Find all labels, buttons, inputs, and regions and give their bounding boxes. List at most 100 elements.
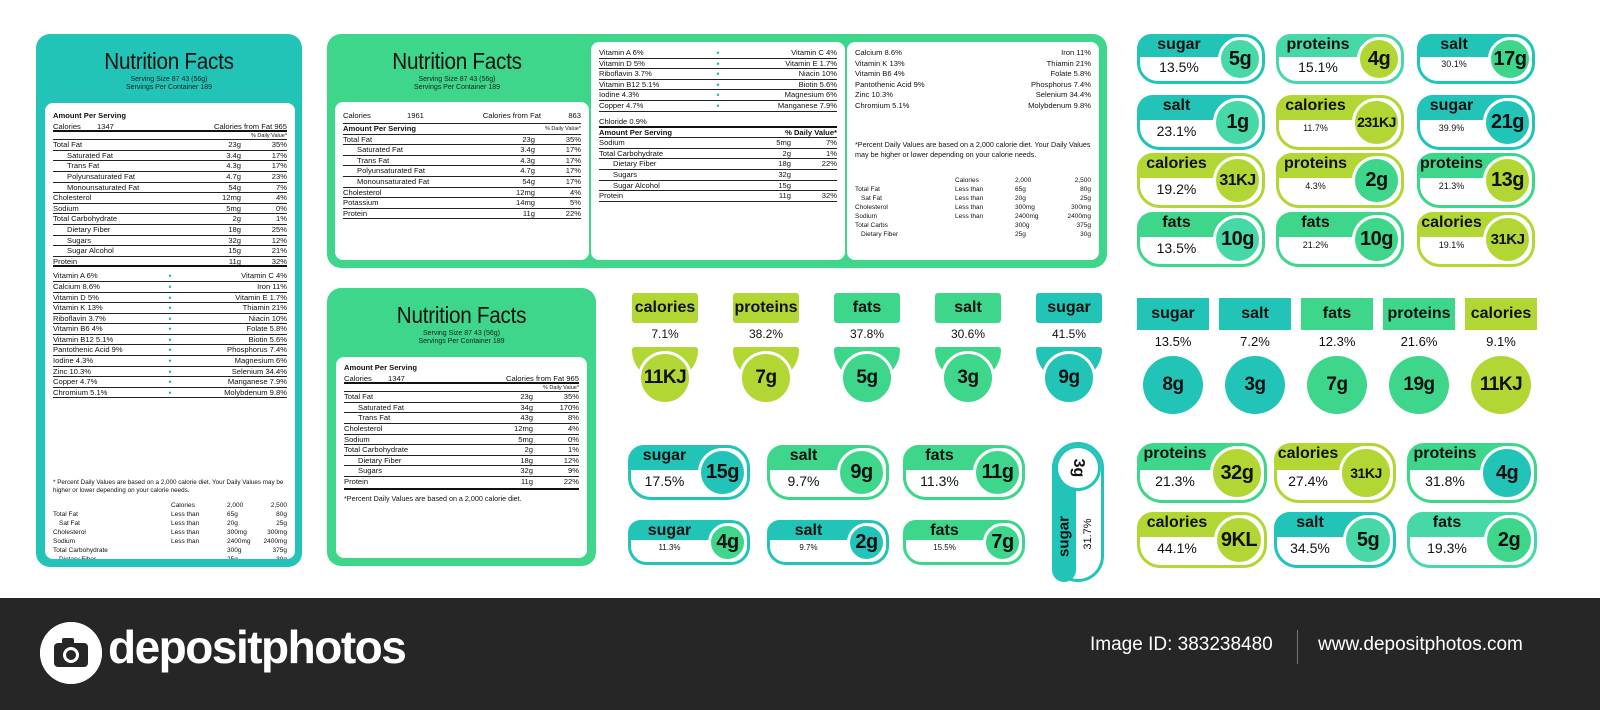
pill-label: proteins bbox=[1283, 155, 1348, 172]
req-col-2000: 2,000 bbox=[1015, 177, 1032, 184]
nutrient-amount: 12mg bbox=[514, 423, 533, 433]
requirements-row: Total Carbs 300g 375g bbox=[855, 221, 1091, 230]
pill-value-circle bbox=[973, 448, 1022, 497]
req-name: Sat Fat bbox=[59, 520, 80, 527]
pill-label: fats bbox=[1162, 214, 1191, 231]
nutrient-pill-badge: salt 9.7% 9g bbox=[767, 445, 889, 500]
nutrient-pill-badge: sugar 11.3% 4g bbox=[628, 520, 750, 565]
pill-value: 2g bbox=[1365, 169, 1388, 191]
nutrient-name: Potassium bbox=[343, 198, 379, 208]
vitamin-row: Vitamin D 5% • Vitamin E 1.7% bbox=[599, 59, 837, 70]
nutrient-daily-value: 8% bbox=[568, 413, 579, 423]
vpill-percent: 31.7% bbox=[1082, 518, 1094, 550]
pill-percent: 11.3% bbox=[658, 542, 681, 552]
nutrient-pill-badge: salt 23.1% 1g bbox=[1137, 95, 1265, 150]
req-2000: 20g bbox=[1015, 195, 1026, 202]
nutrient-name: Sugars bbox=[358, 466, 383, 476]
vitamin-row: Vitamin B6 4% Folate 5.8% bbox=[855, 69, 1091, 80]
nutrient-daily-value: 5% bbox=[570, 198, 581, 208]
shield-label: sugar bbox=[1047, 299, 1091, 316]
nutrient-daily-value: 17% bbox=[565, 145, 581, 155]
nutrient-row: Sodium 5mg 0% bbox=[53, 204, 287, 215]
tab-percent: 9.1% bbox=[1486, 334, 1516, 349]
nutrient-shield-badge: fats 37.8% 5g bbox=[830, 293, 904, 416]
calories-row: Calories 1347 Calories from Fat 965 bbox=[53, 122, 287, 133]
nutrient-daily-value: 1% bbox=[568, 445, 579, 455]
pill-percent: 21.2% bbox=[1302, 239, 1329, 250]
nutrient-name: Monounsaturated Fat bbox=[67, 182, 140, 192]
pill-value: 13g bbox=[1491, 169, 1524, 191]
nutrient-amount: 23g bbox=[522, 134, 535, 144]
vitamin-row: Calcium 8.6% • Iron 11% bbox=[53, 282, 287, 293]
footnote: *Percent Daily Values are based on a 2,0… bbox=[344, 493, 522, 503]
nutrient-row: Total Carbohydrate 2g 1% bbox=[599, 149, 837, 160]
nutrient-name: Total Fat bbox=[343, 134, 373, 144]
label-card-left: Calories 1961 Calories from Fat 863 Amount P… bbox=[335, 102, 589, 260]
nutrient-amount: 23g bbox=[520, 392, 533, 402]
nutrient-name: Dietary Fiber bbox=[613, 159, 657, 169]
requirements-row: Sat Fat Less than 20g 25g bbox=[53, 519, 287, 528]
pill-value: 7g bbox=[991, 531, 1014, 553]
pill-label: proteins bbox=[1413, 445, 1477, 462]
pill-value: 5g bbox=[1228, 48, 1252, 70]
shield-label-tab bbox=[834, 293, 900, 323]
nutrient-daily-value: 25% bbox=[271, 224, 287, 234]
nutrient-amount: 43g bbox=[520, 413, 533, 423]
nutrient-row: Trans Fat 4.3g 17% bbox=[53, 161, 287, 172]
dot-icon: • bbox=[168, 303, 172, 314]
nutrient-daily-value: 0% bbox=[568, 434, 579, 444]
vitamin-row: Calcium 8.6% Iron 11% bbox=[855, 48, 1091, 59]
shield-value-circle bbox=[739, 351, 793, 405]
vitamin-left: Copper 4.7% bbox=[599, 100, 644, 110]
pill-value: 4g bbox=[716, 531, 739, 553]
dot-icon: • bbox=[716, 90, 720, 101]
tab-value: 7g bbox=[1326, 374, 1348, 395]
vpill-label: sugar bbox=[1055, 516, 1073, 557]
nutrient-daily-value: 7% bbox=[276, 182, 287, 192]
pill-label: salt bbox=[794, 522, 823, 539]
calories-label: Calories bbox=[344, 373, 372, 383]
nutrient-pill-badge: calories 27.4% 31KJ bbox=[1274, 443, 1396, 503]
nutrient-amount: 4.7g bbox=[226, 171, 241, 181]
pill-label: sugar bbox=[642, 447, 687, 464]
pill-percent: 44.1% bbox=[1157, 540, 1197, 556]
servings-per-container: Servings Per Container 189 bbox=[414, 84, 500, 91]
footer-divider bbox=[1297, 630, 1298, 664]
pill-value-circle bbox=[983, 523, 1022, 562]
req-limit: Less than bbox=[171, 520, 200, 527]
shield-label-tab bbox=[632, 293, 698, 323]
vitamin-row: Copper 4.7% • Manganese 7.9% bbox=[53, 377, 287, 388]
pill-label: proteins bbox=[1286, 36, 1350, 53]
tab-value-circle bbox=[1307, 356, 1367, 414]
vitamin-row: Vitamin B12 5.1% • Biotin 5.6% bbox=[53, 335, 287, 346]
nutrient-name: Dietary Fiber bbox=[358, 455, 402, 465]
vitamin-row: Zinc 10.3% Selenium 34.4% bbox=[855, 90, 1091, 101]
nutrient-name: Protein bbox=[344, 476, 369, 486]
serving-size: Serving Size 87 43 (56g) bbox=[422, 330, 501, 337]
shield-value: 11KJ bbox=[643, 367, 687, 388]
nutrient-pill-badge: proteins 31.8% 4g bbox=[1407, 443, 1537, 503]
nutrient-amount: 15g bbox=[778, 180, 791, 190]
calories-from-fat: Calories from Fat 965 bbox=[505, 373, 579, 383]
pill-percent: 4.3% bbox=[1305, 180, 1326, 191]
nutrient-row: Total Carbohydrate 2g 1% bbox=[53, 214, 287, 225]
nutrient-name: Sugar Alcohol bbox=[67, 246, 114, 256]
nutrient-row: Total Fat 23g 35% bbox=[344, 392, 579, 403]
shield-value: 3g bbox=[957, 367, 979, 388]
vitamin-left: Vitamin D 5% bbox=[599, 58, 645, 68]
nutrient-shield-badge: calories 7.1% 11KJ bbox=[628, 293, 702, 416]
pill-percent: 34.5% bbox=[1290, 540, 1330, 556]
shield-label: salt bbox=[954, 299, 982, 316]
nutrient-pill-badge: calories 19.1% 31KJ bbox=[1417, 212, 1535, 267]
tab-value-circle bbox=[1225, 356, 1285, 414]
vitamin-right: Vitamin C 4% bbox=[241, 271, 287, 281]
footnote: *Percent Daily Values are based on a 2,0… bbox=[855, 140, 1091, 159]
nutrient-pill-badge: sugar 13.5% 5g bbox=[1137, 34, 1265, 84]
nutrient-name: Total Carbohydrate bbox=[344, 445, 409, 455]
serving-size: Serving Size 87 43 (56g) bbox=[130, 76, 208, 83]
nutrient-pill-badge: fats 11.3% 11g bbox=[903, 445, 1025, 500]
vitamin-row: Chromium 5.1% Molybdenum 9.8% bbox=[855, 101, 1091, 112]
footer-url[interactable]: www.depositphotos.com bbox=[1318, 634, 1523, 655]
req-2500: 2400mg bbox=[1067, 213, 1092, 220]
nutrient-name: Sodium bbox=[53, 203, 79, 213]
